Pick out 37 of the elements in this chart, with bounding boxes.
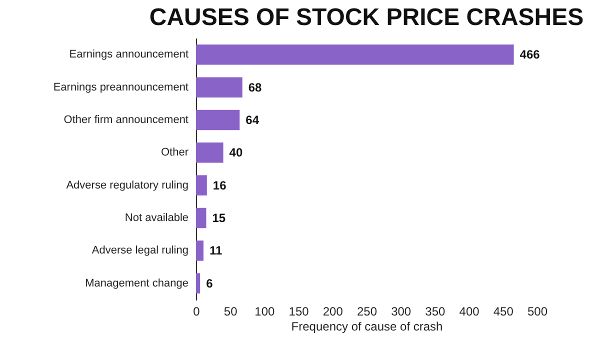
data-label: 64: [246, 113, 260, 127]
bar: [196, 77, 242, 98]
bar: [196, 240, 204, 261]
bar: [196, 273, 200, 294]
x-tick-label: 150: [288, 304, 310, 318]
data-label: 466: [520, 48, 540, 62]
bar: [196, 175, 207, 196]
y-tick-label: Other firm announcement: [64, 114, 188, 126]
bar: [196, 208, 206, 228]
x-tick-label: 200: [322, 304, 344, 318]
data-label: 11: [210, 244, 223, 258]
y-tick-label: Not available: [124, 212, 188, 224]
x-tick-label: 50: [224, 304, 238, 318]
x-tick-label: 0: [193, 304, 200, 318]
y-tick-label: Other: [160, 146, 189, 159]
y-tick-label: Earnings announcement: [69, 48, 188, 61]
y-tick-label: Adverse regulatory ruling: [66, 179, 188, 192]
data-label: 68: [248, 80, 262, 94]
x-tick-label: 100: [254, 304, 276, 318]
y-tick-label: Management change: [85, 277, 188, 290]
x-tick-label: 400: [459, 304, 480, 318]
x-axis-title: Frequency of cause of crash: [291, 320, 443, 334]
bar: [196, 142, 224, 163]
data-label: 6: [206, 276, 214, 290]
y-tick-label: Adverse legal ruling: [92, 244, 188, 257]
x-tick-label: 450: [493, 304, 514, 318]
data-label: 40: [229, 146, 243, 160]
x-tick-label: 250: [356, 304, 378, 318]
bar: [196, 44, 514, 65]
x-tick-label: 300: [391, 304, 412, 318]
bar: [196, 110, 240, 130]
x-tick-label: 500: [527, 304, 548, 318]
y-tick-label: Earnings preannouncement: [53, 81, 188, 94]
data-label: 16: [212, 178, 227, 192]
data-label: 15: [212, 211, 226, 225]
x-tick-label: 350: [425, 304, 446, 318]
chart-title: CAUSES OF STOCK PRICE CRASHES: [149, 4, 584, 31]
